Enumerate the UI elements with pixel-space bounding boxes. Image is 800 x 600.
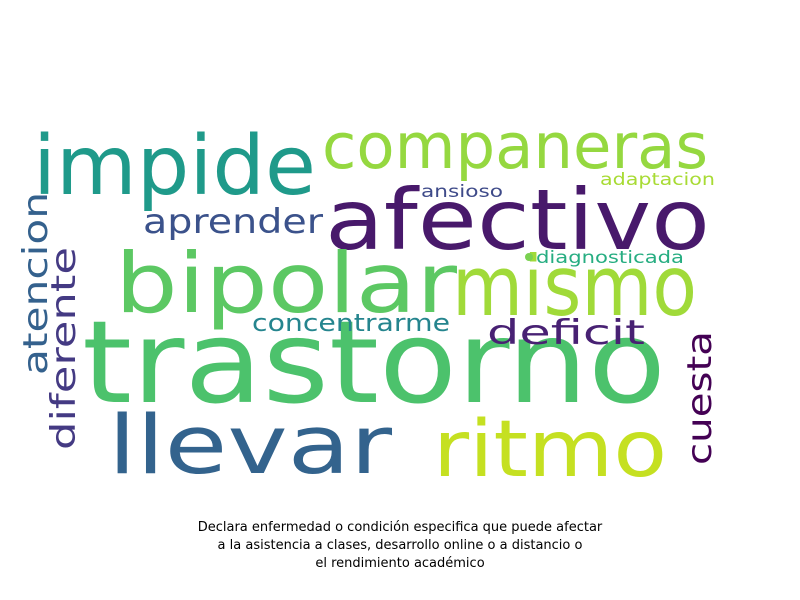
caption-line-1: Declara enfermedad o condición especific… bbox=[197, 520, 603, 535]
word-llevar: llevar bbox=[108, 399, 393, 493]
word-companeras: companeras bbox=[322, 110, 708, 183]
caption-line-3: el rendimiento académico bbox=[315, 556, 485, 571]
word-deficit: deficit bbox=[487, 313, 645, 353]
word-impide: impide bbox=[33, 119, 316, 214]
word-trastorno: trastorno bbox=[82, 296, 666, 429]
word-ansioso: ansioso bbox=[421, 182, 503, 202]
word-aprender: aprender bbox=[143, 202, 323, 242]
word-afectivo: afectivo bbox=[325, 171, 710, 269]
word-diferente: diferente bbox=[44, 247, 84, 450]
word-bipolar: bipolar bbox=[115, 235, 458, 332]
word-concentrarme: concentrarme bbox=[252, 309, 450, 337]
word-diagnosticada: diagnosticada bbox=[536, 248, 684, 268]
word-dot bbox=[525, 253, 533, 261]
word-adaptacion: adaptacion bbox=[600, 170, 715, 190]
word-ritmo: ritmo bbox=[433, 405, 667, 495]
word-atencion: atencion bbox=[16, 192, 56, 375]
word-cuesta: cuesta bbox=[680, 331, 720, 465]
caption-line-2: a la asistencia a clases, desarrollo onl… bbox=[217, 538, 583, 553]
word-mismo: mismo bbox=[452, 238, 697, 335]
chart-caption: Declara enfermedad o condición especific… bbox=[150, 519, 650, 573]
